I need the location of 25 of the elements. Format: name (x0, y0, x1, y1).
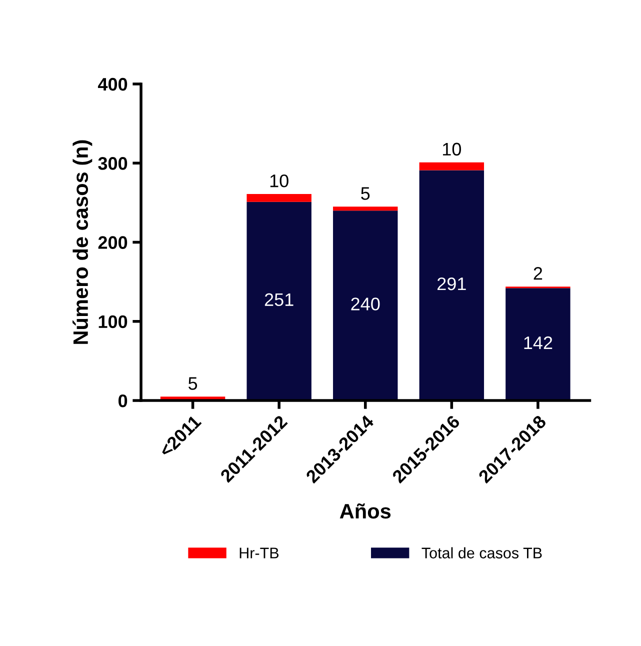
bar (419, 170, 484, 401)
data-label: 10 (442, 142, 461, 156)
data-label: 240 (351, 298, 380, 310)
data-label: 2 (534, 267, 542, 280)
data-label: 5 (361, 187, 370, 200)
legend-label: Hr-TB (240, 548, 279, 558)
data-label: 5 (188, 377, 198, 390)
y-tick-label: 0 (118, 394, 128, 408)
y-axis-title: Número de casos (n) (72, 140, 92, 344)
bar (506, 288, 570, 401)
bar (246, 202, 312, 401)
bar (333, 206, 398, 211)
x-axis-title: Años (340, 503, 391, 519)
bar (333, 210, 398, 401)
data-label: 251 (264, 293, 294, 306)
y-tick-label: 300 (98, 157, 128, 170)
data-label: 10 (270, 174, 288, 188)
y-tick-label: 100 (98, 315, 128, 328)
data-label: 142 (524, 336, 552, 350)
data-label: 291 (438, 277, 466, 290)
legend-label: Total de casos TB (422, 547, 542, 558)
bar (246, 194, 312, 202)
bar (419, 162, 484, 170)
y-tick-label: 400 (98, 78, 128, 91)
y-tick-label: 200 (98, 236, 128, 249)
